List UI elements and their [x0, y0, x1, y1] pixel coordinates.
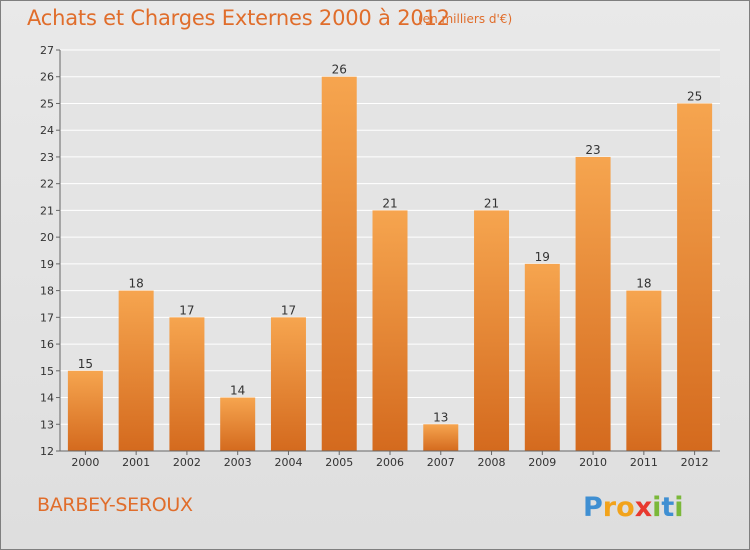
x-tick-label: 2003	[224, 456, 252, 469]
bar-2006	[372, 210, 408, 451]
x-tick-label: 2010	[579, 456, 607, 469]
bar-2007	[423, 424, 459, 451]
x-tick-label: 2009	[528, 456, 556, 469]
x-tick-label: 2002	[173, 456, 201, 469]
chart-title: Achats et Charges Externes 2000 à 2012	[27, 6, 450, 30]
y-tick-label: 12	[40, 445, 54, 458]
y-tick-label: 26	[40, 71, 54, 84]
data-label: 21	[484, 196, 499, 210]
bar-2000	[67, 370, 103, 451]
x-tick-label: 2012	[681, 456, 709, 469]
data-label: 14	[230, 384, 245, 398]
data-label: 17	[179, 303, 194, 317]
y-tick-label: 21	[40, 204, 54, 217]
y-tick-label: 20	[40, 231, 54, 244]
y-tick-label: 19	[40, 258, 54, 271]
bar-2010	[575, 156, 611, 451]
y-tick-label: 18	[40, 285, 54, 298]
data-label: 19	[535, 250, 550, 264]
x-tick-label: 2005	[325, 456, 353, 469]
data-label: 26	[332, 63, 347, 77]
y-tick-label: 25	[40, 97, 54, 110]
chart-subtitle: (en milliers d'€)	[418, 12, 513, 26]
y-tick-label: 23	[40, 151, 54, 164]
proxiti-logo: Proxiti	[583, 492, 684, 523]
x-tick-label: 2000	[71, 456, 99, 469]
bar-2005	[321, 76, 357, 451]
data-label: 18	[636, 277, 651, 291]
x-tick-label: 2004	[274, 456, 302, 469]
svg-text:Proxiti: Proxiti	[583, 492, 684, 523]
y-axis: 12 13 14 15 16 17 18 19 20 21 22 23 24 25 26 27	[40, 44, 61, 458]
bar-2002	[169, 317, 205, 451]
data-label: 25	[687, 89, 702, 103]
bars: 15 18 17 14 17 26 21 13 21 19 23 18 25	[67, 63, 713, 451]
bar-2001	[118, 290, 154, 451]
y-tick-label: 16	[40, 338, 54, 351]
y-tick-label: 14	[40, 392, 54, 405]
y-tick-label: 13	[40, 418, 54, 431]
x-axis: 2000 2001 2002 2003 2004 2005 2006 2007 2008 2009…	[60, 450, 720, 469]
bar-2009	[524, 263, 560, 451]
y-tick-label: 15	[40, 365, 54, 378]
x-tick-label: 2011	[630, 456, 658, 469]
y-tick-label: 24	[40, 124, 54, 137]
bar-2004	[270, 317, 306, 451]
data-label: 18	[129, 277, 144, 291]
data-label: 17	[281, 303, 296, 317]
bar-2012	[677, 103, 713, 451]
commune-name: BARBEY-SEROUX	[37, 494, 193, 516]
data-label: 13	[433, 410, 448, 424]
data-label: 15	[78, 357, 93, 371]
bar-2008	[474, 210, 510, 451]
data-label: 23	[585, 143, 600, 157]
bar-2011	[626, 290, 662, 451]
x-tick-label: 2008	[478, 456, 506, 469]
bar-2003	[220, 397, 256, 451]
x-tick-label: 2001	[122, 456, 150, 469]
y-tick-label: 27	[40, 44, 54, 57]
y-tick-label: 17	[40, 311, 54, 324]
x-tick-label: 2007	[427, 456, 455, 469]
y-tick-label: 22	[40, 178, 54, 191]
data-label: 21	[382, 196, 397, 210]
x-tick-label: 2006	[376, 456, 404, 469]
